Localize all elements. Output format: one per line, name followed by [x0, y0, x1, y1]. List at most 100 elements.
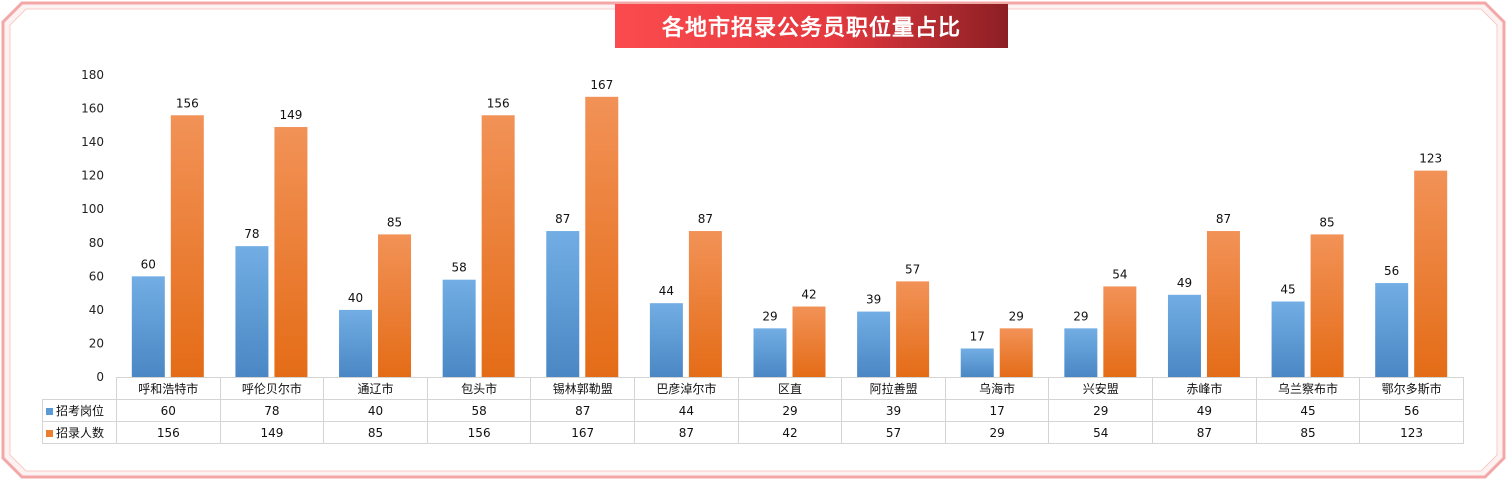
bar-hires [1206, 231, 1240, 377]
chart-title: 各地市招录公务员职位量占比 [615, 4, 1008, 48]
y-tick-label: 180 [81, 68, 104, 82]
bar-hires [1310, 234, 1344, 377]
bar-positions [857, 311, 891, 377]
data-label: 85 [387, 215, 402, 229]
category-label: 锡林郭勒盟 [530, 377, 636, 400]
table-cell: 40 [323, 399, 428, 422]
data-label: 44 [659, 284, 674, 298]
bar-hires [481, 115, 515, 378]
table-cell: 156 [426, 421, 532, 444]
table-cell: 78 [219, 399, 325, 422]
bar-hires [378, 234, 412, 377]
table-cell: 123 [1359, 421, 1464, 444]
data-label: 78 [244, 227, 259, 241]
data-label: 29 [762, 309, 777, 323]
category-label: 呼和浩特市 [116, 377, 221, 400]
bar-positions [339, 309, 373, 377]
data-label: 57 [905, 262, 920, 276]
table-cell: 60 [116, 399, 221, 422]
data-label: 87 [555, 212, 570, 226]
table-cell: 45 [1255, 399, 1361, 422]
bar-positions [1064, 328, 1098, 377]
data-label: 156 [176, 96, 199, 110]
y-tick-label: 60 [89, 269, 104, 283]
bars [131, 96, 1448, 378]
legend-entry: 招考岗位 [42, 399, 117, 422]
bar-hires [792, 306, 826, 377]
data-label: 58 [452, 261, 467, 275]
data-label: 85 [1319, 215, 1334, 229]
category-label: 鄂尔多斯市 [1359, 377, 1464, 400]
category-label: 兴安盟 [1048, 377, 1154, 400]
table-cell: 29 [944, 421, 1050, 444]
data-label: 87 [698, 212, 713, 226]
bar-positions [546, 231, 580, 377]
table-cell: 58 [426, 399, 532, 422]
table-corner [42, 377, 117, 400]
bar-positions [235, 246, 269, 377]
category-label: 包头市 [426, 377, 532, 400]
data-label: 29 [1073, 309, 1088, 323]
data-labels: 60 156 78 149 40 85 58 156 87 167 44 87 29 42 39 57 17 29… [141, 78, 1442, 344]
legend-key-icon [46, 430, 53, 437]
table-cell: 44 [634, 399, 739, 422]
table-cell: 87 [530, 399, 636, 422]
bar-hires [1103, 286, 1137, 377]
bar-positions [442, 279, 476, 377]
table-row: 招考岗位 60 78 40 58 87 44 29 39 17 29 49 45 56 [42, 399, 1464, 422]
bar-hires [274, 127, 308, 377]
data-label: 42 [801, 288, 816, 302]
category-label: 乌海市 [944, 377, 1050, 400]
category-label: 乌兰察布市 [1255, 377, 1361, 400]
category-label: 呼伦贝尔市 [219, 377, 325, 400]
legend-entry: 招录人数 [42, 421, 117, 444]
category-label: 赤峰市 [1152, 377, 1257, 400]
category-label: 阿拉善盟 [841, 377, 946, 400]
bar-positions [1271, 301, 1305, 377]
table-cell: 85 [1255, 421, 1361, 444]
bar-positions [960, 348, 994, 377]
data-label: 45 [1280, 283, 1295, 297]
table-cell: 85 [323, 421, 428, 444]
table-cell: 87 [1152, 421, 1257, 444]
table-cell: 39 [841, 399, 946, 422]
data-label: 123 [1419, 152, 1442, 166]
y-axis: 0 20 40 60 80 100 120 140 160 180 [81, 68, 104, 384]
category-label: 区直 [737, 377, 843, 400]
y-tick-label: 140 [81, 135, 104, 149]
data-label: 54 [1112, 267, 1127, 281]
data-table: 呼和浩特市 呼伦贝尔市 通辽市 包头市 锡林郭勒盟 巴彦淖尔市 区直 阿拉善盟 乌海市 兴安盟 赤峰… [42, 377, 1464, 444]
table-cell: 54 [1048, 421, 1154, 444]
bar-hires [585, 96, 619, 378]
data-label: 49 [1177, 276, 1192, 290]
table-cell: 49 [1152, 399, 1257, 422]
data-label: 60 [141, 257, 156, 271]
data-label: 149 [279, 108, 302, 122]
bar-hires [170, 115, 204, 378]
data-label: 29 [1009, 309, 1024, 323]
bar-positions [649, 303, 683, 377]
table-cell: 57 [841, 421, 946, 444]
y-tick-label: 0 [96, 370, 104, 384]
data-label: 40 [348, 291, 363, 305]
bar-positions [753, 328, 787, 377]
category-label: 巴彦淖尔市 [634, 377, 739, 400]
table-cell: 42 [737, 421, 843, 444]
data-label: 156 [487, 96, 510, 110]
bar-hires [688, 231, 722, 377]
table-cell: 17 [944, 399, 1050, 422]
bar-positions [1167, 294, 1201, 377]
legend-label: 招录人数 [56, 426, 105, 440]
data-label: 167 [590, 78, 613, 92]
table-cell: 167 [530, 421, 636, 444]
bar-positions [131, 276, 165, 377]
y-tick-label: 160 [81, 102, 104, 116]
legend-key-icon [46, 408, 53, 415]
bar-positions [1375, 283, 1409, 377]
table-cell: 56 [1359, 399, 1464, 422]
bar-hires [1414, 170, 1448, 377]
table-cell: 149 [219, 421, 325, 444]
table-cell: 156 [116, 421, 221, 444]
table-cell: 87 [634, 421, 739, 444]
